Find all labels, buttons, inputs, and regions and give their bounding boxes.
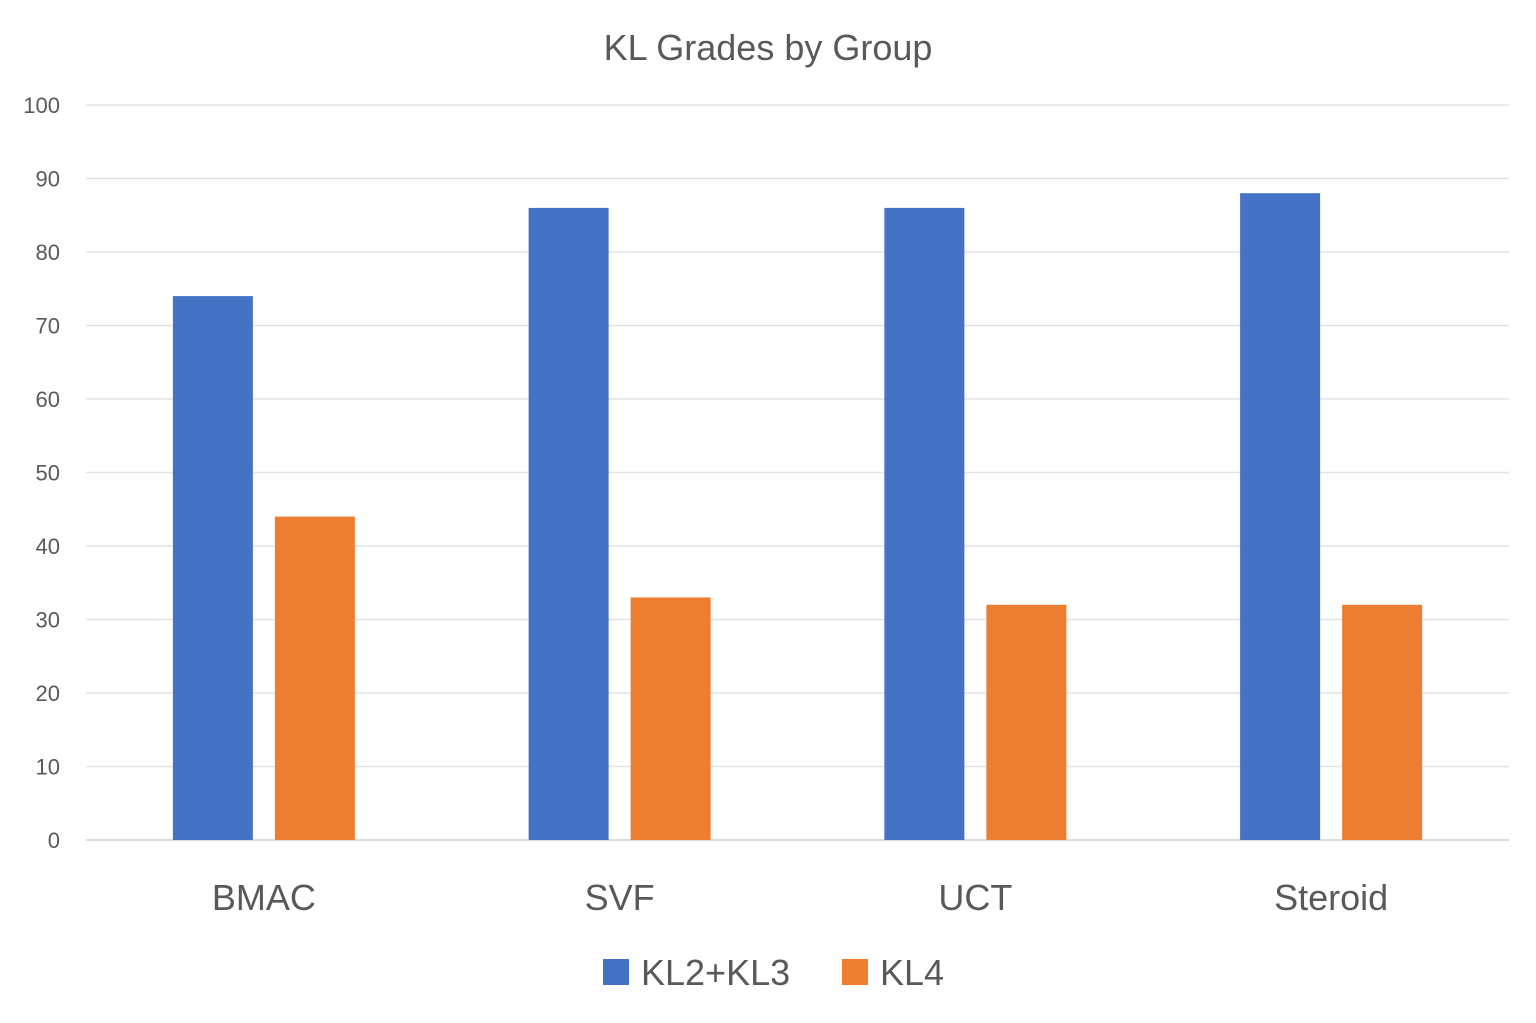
legend-swatch: [603, 959, 629, 985]
y-axis-ticks: 0 10 20 30 40 50 60 70 80 90 100: [23, 93, 60, 853]
bar-kl2-kl3-uct: [884, 207, 965, 840]
legend-label: KL4: [880, 952, 944, 993]
y-tick-label: 70: [36, 314, 60, 339]
bar-kl4-bmac: [274, 516, 355, 840]
y-tick-label: 50: [36, 461, 60, 486]
y-tick-label: 30: [36, 608, 60, 633]
x-tick-label: BMAC: [212, 877, 316, 918]
bar-kl4-svf: [630, 597, 711, 840]
y-tick-label: 100: [23, 93, 60, 118]
legend-label: KL2+KL3: [641, 952, 790, 993]
y-tick-label: 10: [36, 755, 60, 780]
y-tick-label: 80: [36, 240, 60, 265]
x-axis-ticks: BMAC SVF UCT Steroid: [212, 877, 1388, 918]
y-tick-label: 20: [36, 681, 60, 706]
bar-kl4-uct: [986, 604, 1067, 840]
legend: KL2+KL3 KL4: [603, 952, 944, 993]
y-tick-label: 60: [36, 387, 60, 412]
bar-kl2-kl3-bmac: [172, 296, 253, 841]
x-tick-label: Steroid: [1274, 877, 1388, 918]
chart-title: KL Grades by Group: [604, 27, 933, 68]
y-tick-label: 40: [36, 534, 60, 559]
bars: [172, 193, 1423, 841]
y-tick-label: 0: [48, 828, 60, 853]
x-tick-label: SVF: [585, 877, 655, 918]
bar-kl4-steroid: [1342, 604, 1423, 840]
bar-kl2-kl3-svf: [528, 207, 609, 840]
legend-swatch: [842, 959, 868, 985]
y-tick-label: 90: [36, 167, 60, 192]
x-tick-label: UCT: [938, 877, 1012, 918]
bar-kl2-kl3-steroid: [1240, 193, 1321, 840]
